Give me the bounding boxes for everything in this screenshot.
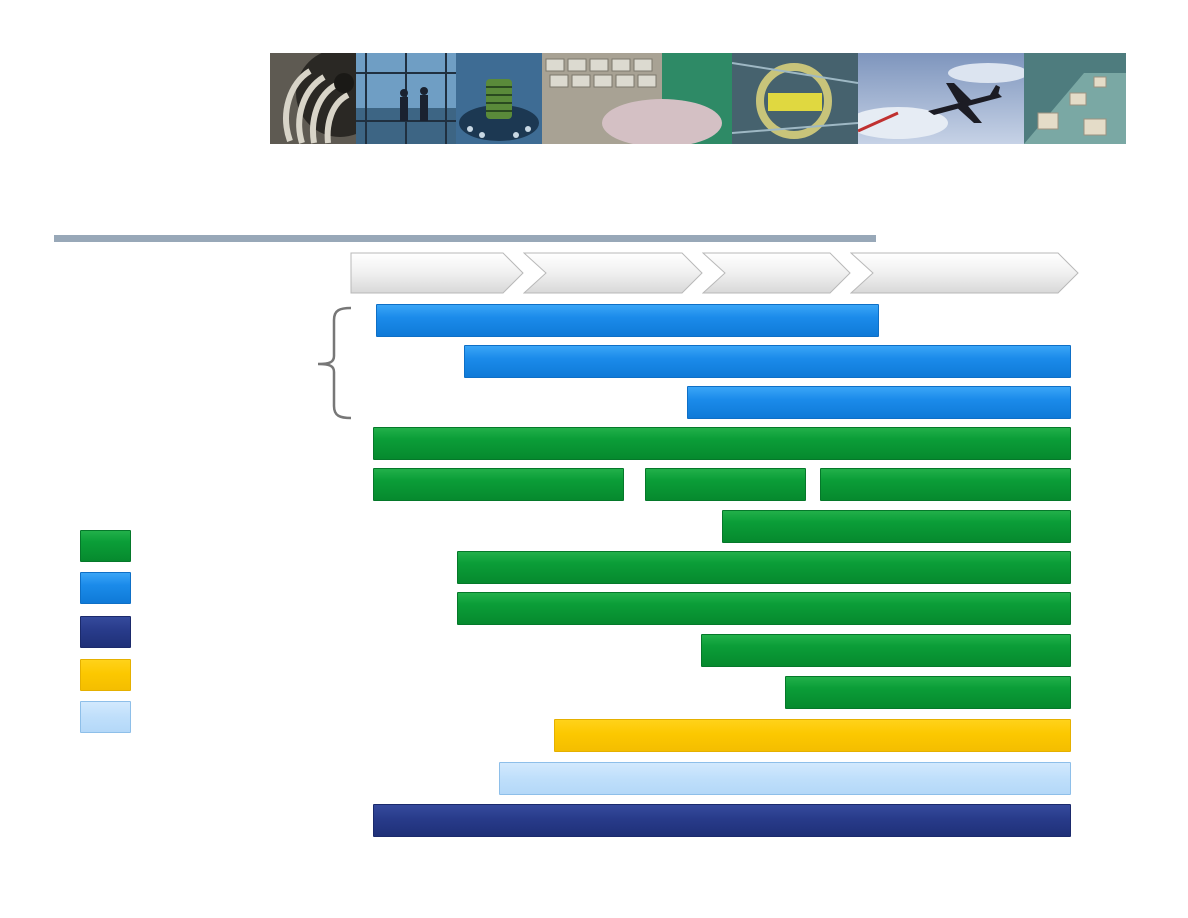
activity-bar-5c	[819, 468, 1071, 501]
activity-bar-3	[687, 386, 1071, 419]
keyboard-image	[542, 53, 732, 144]
activity-bar-10	[784, 676, 1071, 709]
header-image-banner	[270, 53, 1126, 144]
conveyor-image	[1024, 53, 1126, 144]
legend-swatch-lightblue	[80, 701, 131, 733]
microchip-image	[456, 53, 542, 144]
phase-arrow-3	[702, 252, 852, 294]
legend-swatch-navy	[80, 616, 131, 648]
machinery-image	[732, 53, 858, 144]
activity-bar-5a	[373, 468, 625, 501]
activity-bar-8	[456, 592, 1071, 625]
activity-bar-4	[373, 427, 1071, 460]
activity-bar-13	[373, 804, 1071, 837]
phase-arrow-2	[523, 252, 704, 294]
activity-bar-1	[376, 304, 879, 337]
title-underline	[54, 235, 876, 242]
activity-bar-2	[463, 345, 1071, 378]
activity-bar-9	[701, 634, 1071, 667]
activity-bar-12	[498, 762, 1071, 795]
airplane-image	[858, 53, 1024, 144]
legend-swatch-yellow	[80, 659, 131, 691]
legend-swatch-blue	[80, 572, 131, 604]
grouping-brace	[317, 306, 352, 420]
activity-bar-6	[722, 510, 1071, 543]
turbine-image	[270, 53, 356, 144]
workers-scaffold-image	[356, 53, 456, 144]
activity-bar-7	[456, 551, 1071, 584]
activity-bar-5b	[645, 468, 806, 501]
phase-arrow-4	[850, 252, 1080, 294]
legend-swatch-green	[80, 530, 131, 562]
phase-arrow-1	[350, 252, 525, 294]
activity-bar-11	[554, 719, 1071, 752]
